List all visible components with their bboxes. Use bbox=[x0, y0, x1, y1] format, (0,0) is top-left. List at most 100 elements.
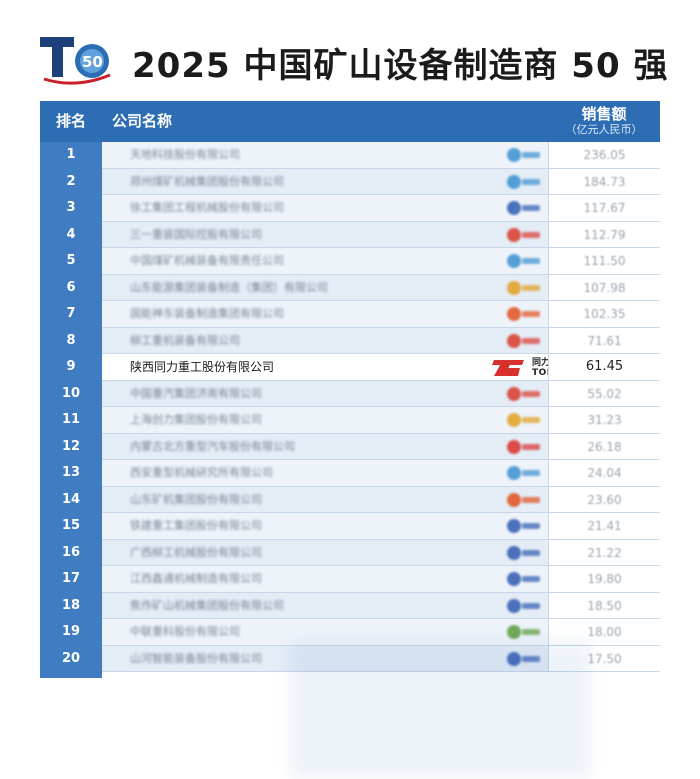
sales-cell: 21.22 bbox=[548, 539, 660, 566]
sales-cell: 31.23 bbox=[548, 407, 660, 434]
sales-cell: 102.35 bbox=[548, 301, 660, 328]
company-logo-icon bbox=[507, 174, 540, 189]
sales-value: 61.45 bbox=[585, 359, 624, 374]
company-cell: 西安重型机械研究所有限公司 bbox=[102, 460, 548, 487]
company-cell: 陕西同力重工股份有限公司同力重工TONLY bbox=[102, 354, 568, 381]
company-cell: 山东能源集团装备制造（集团）有限公司 bbox=[102, 274, 548, 301]
sales-cell: 19.80 bbox=[548, 566, 660, 593]
table-row: 17 江西鑫通机械制造有限公司 19.80 bbox=[40, 566, 660, 593]
sales-value: 117.67 bbox=[583, 201, 626, 215]
company-cell: 焦作矿山机械集团股份有限公司 bbox=[102, 592, 548, 619]
company-name: 中国重汽集团济南有限公司 bbox=[130, 386, 262, 400]
sales-value: 21.41 bbox=[587, 519, 622, 533]
company-name: 山东能源集团装备制造（集团）有限公司 bbox=[130, 280, 328, 294]
rank-cell: 13 bbox=[61, 465, 81, 480]
sales-value: 24.04 bbox=[587, 466, 622, 480]
rank-cell: 17 bbox=[61, 571, 81, 586]
company-logo bbox=[502, 597, 542, 615]
rank-cell: 12 bbox=[61, 438, 81, 454]
sales-value: 111.50 bbox=[583, 254, 626, 268]
company-logo bbox=[502, 544, 542, 562]
company-logo-icon bbox=[507, 148, 540, 162]
sales-value: 21.22 bbox=[587, 545, 622, 560]
sales-cell: 236.05 bbox=[548, 142, 660, 169]
sales-value: 71.61 bbox=[587, 333, 622, 348]
table-row: 9 陕西同力重工股份有限公司同力重工TONLY 61.45 bbox=[40, 354, 660, 381]
rank-cell: 3 bbox=[66, 200, 76, 215]
column-header-sales: 销售额 （亿元人民币） bbox=[548, 105, 660, 137]
company-cell: 广西柳工机械股份有限公司 bbox=[102, 539, 548, 566]
t50-logo: 50 bbox=[40, 37, 111, 85]
company-logo bbox=[502, 411, 542, 429]
company-cell: 三一重装国际控股有限公司 bbox=[102, 221, 548, 248]
company-logo-icon bbox=[507, 625, 540, 639]
company-logo-icon bbox=[507, 201, 540, 215]
company-logo-icon bbox=[507, 280, 540, 295]
company-logo bbox=[502, 173, 542, 191]
company-logo bbox=[502, 305, 542, 323]
rank-cell: 6 bbox=[66, 279, 76, 295]
table-row: 19 中联重科股份有限公司 18.00 bbox=[40, 619, 660, 646]
table-row: 10 中国重汽集团济南有限公司 55.02 bbox=[40, 380, 660, 407]
company-cell: 国能神东装备制造集团有限公司 bbox=[102, 301, 548, 328]
company-logo bbox=[502, 464, 542, 482]
sales-value: 23.60 bbox=[587, 492, 622, 507]
sales-value: 112.79 bbox=[583, 227, 626, 242]
table-row: 4 三一重装国际控股有限公司 112.79 bbox=[40, 221, 660, 248]
table-row: 13 西安重型机械研究所有限公司 24.04 bbox=[40, 460, 660, 487]
table-row: 14 山东矿机集团股份有限公司 23.60 bbox=[40, 486, 660, 513]
sales-value: 17.50 bbox=[587, 651, 622, 666]
rank-cell: 18 bbox=[61, 597, 81, 613]
company-logo bbox=[502, 570, 542, 588]
company-logo bbox=[502, 199, 542, 217]
company-logo-icon bbox=[507, 227, 540, 242]
company-name: 陕西同力重工股份有限公司 bbox=[130, 360, 275, 374]
sales-cell: 111.50 bbox=[548, 248, 660, 275]
rank-cell: 5 bbox=[66, 253, 76, 268]
company-name: 天地科技股份有限公司 bbox=[130, 148, 240, 161]
company-cell: 山河智能装备股份有限公司 bbox=[102, 645, 548, 672]
company-cell: 山东矿机集团股份有限公司 bbox=[102, 486, 548, 513]
sales-value: 102.35 bbox=[583, 307, 626, 321]
company-logo bbox=[502, 650, 542, 668]
sales-cell: 71.61 bbox=[548, 327, 660, 354]
company-name: 柳工重机装备有限公司 bbox=[130, 333, 240, 347]
table-row: 15 铁建重工集团股份有限公司 21.41 bbox=[40, 513, 660, 540]
sales-cell: 18.00 bbox=[548, 619, 660, 646]
company-logo-icon bbox=[507, 413, 540, 427]
company-name: 上海创力集团股份有限公司 bbox=[130, 413, 262, 426]
sales-cell: 61.45 bbox=[548, 354, 660, 381]
rank-cell: 19 bbox=[61, 624, 81, 639]
sales-value: 236.05 bbox=[583, 148, 626, 162]
table-row: 2 郑州煤矿机械集团股份有限公司 184.73 bbox=[40, 168, 660, 195]
sales-cell: 117.67 bbox=[548, 195, 660, 222]
company-name: 中国煤矿机械装备有限责任公司 bbox=[130, 254, 284, 267]
rank-cell: 14 bbox=[61, 491, 81, 507]
company-name: 焦作矿山机械集团股份有限公司 bbox=[130, 598, 284, 612]
sales-value: 31.23 bbox=[587, 413, 622, 427]
company-logo-icon bbox=[507, 651, 540, 666]
company-logo-icon bbox=[507, 492, 540, 507]
company-name: 郑州煤矿机械集团股份有限公司 bbox=[130, 174, 284, 188]
company-name: 江西鑫通机械制造有限公司 bbox=[130, 572, 262, 585]
company-logo-icon bbox=[507, 545, 540, 560]
company-logo bbox=[502, 332, 542, 350]
company-logo-icon bbox=[507, 333, 540, 348]
company-logo bbox=[502, 279, 542, 297]
rank-cell: 10 bbox=[61, 385, 81, 401]
company-cell: 中联重科股份有限公司 bbox=[102, 619, 548, 646]
table-row: 20 山河智能装备股份有限公司 17.50 bbox=[40, 645, 660, 672]
company-name: 山河智能装备股份有限公司 bbox=[130, 651, 262, 665]
sales-cell: 24.04 bbox=[548, 460, 660, 487]
table-header: 排名 公司名称 销售额 （亿元人民币） bbox=[40, 101, 660, 142]
company-cell: 柳工重机装备有限公司 bbox=[102, 327, 548, 354]
company-cell: 徐工集团工程机械股份有限公司 bbox=[102, 195, 548, 222]
company-name: 铁建重工集团股份有限公司 bbox=[130, 519, 262, 532]
sales-cell: 23.60 bbox=[548, 486, 660, 513]
rank-cell: 16 bbox=[61, 544, 81, 560]
table-row: 6 山东能源集团装备制造（集团）有限公司 107.98 bbox=[40, 274, 660, 301]
rank-column-bg bbox=[40, 142, 102, 678]
table-row: 12 内蒙古北方重型汽车股份有限公司 26.18 bbox=[40, 433, 660, 460]
company-name: 三一重装国际控股有限公司 bbox=[130, 227, 262, 241]
company-logo bbox=[502, 226, 542, 244]
